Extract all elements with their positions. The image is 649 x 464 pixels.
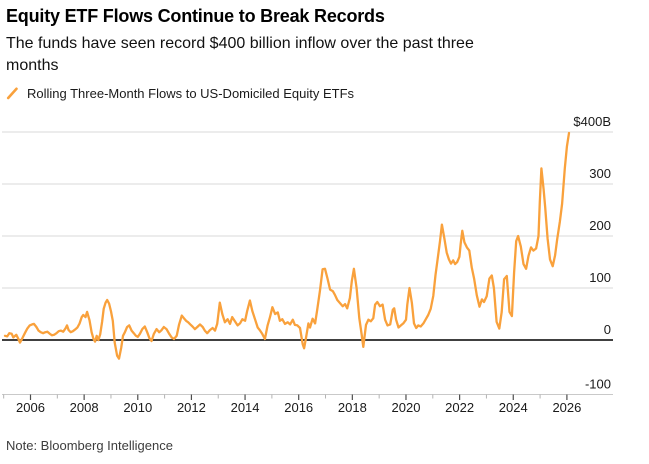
svg-text:2022: 2022: [445, 400, 474, 415]
svg-text:0: 0: [604, 322, 611, 337]
subtitle-line-2: months: [6, 57, 59, 74]
svg-text:100: 100: [589, 270, 611, 285]
source-note: Note: Bloomberg Intelligence: [6, 438, 173, 453]
legend-slash-icon: [6, 87, 19, 100]
svg-text:2012: 2012: [177, 400, 206, 415]
svg-text:300: 300: [589, 166, 611, 181]
svg-text:2014: 2014: [231, 400, 260, 415]
svg-text:2026: 2026: [552, 400, 581, 415]
svg-text:2024: 2024: [499, 400, 528, 415]
svg-text:2010: 2010: [123, 400, 152, 415]
svg-text:2016: 2016: [284, 400, 313, 415]
flows-series-line: [3, 131, 571, 360]
chart-subtitle: The funds have seen record $400 billion …: [6, 33, 474, 77]
legend-label: Rolling Three-Month Flows to US-Domicile…: [27, 86, 355, 101]
page-title: Equity ETF Flows Continue to Break Recor…: [6, 6, 385, 26]
svg-text:$400B: $400B: [573, 114, 611, 129]
legend: Rolling Three-Month Flows to US-Domicile…: [6, 86, 354, 101]
svg-text:2008: 2008: [70, 400, 99, 415]
y-axis-labels: $400B 300 200 100 0 -100: [573, 114, 611, 392]
x-axis-ticks: [3, 394, 568, 400]
gridlines: [2, 131, 613, 289]
svg-text:2020: 2020: [392, 400, 421, 415]
svg-text:2018: 2018: [338, 400, 367, 415]
x-axis-labels: 2006 2008 2010 2012 2014 2016 2018 2020 2022 2024…: [16, 400, 581, 415]
subtitle-line-1: The funds have seen record $400 billion …: [6, 35, 474, 52]
svg-text:200: 200: [589, 218, 611, 233]
svg-text:-100: -100: [585, 377, 611, 392]
svg-text:2006: 2006: [16, 400, 45, 415]
